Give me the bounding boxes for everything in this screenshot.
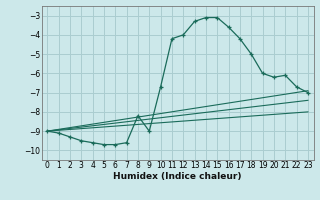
X-axis label: Humidex (Indice chaleur): Humidex (Indice chaleur) (113, 172, 242, 181)
